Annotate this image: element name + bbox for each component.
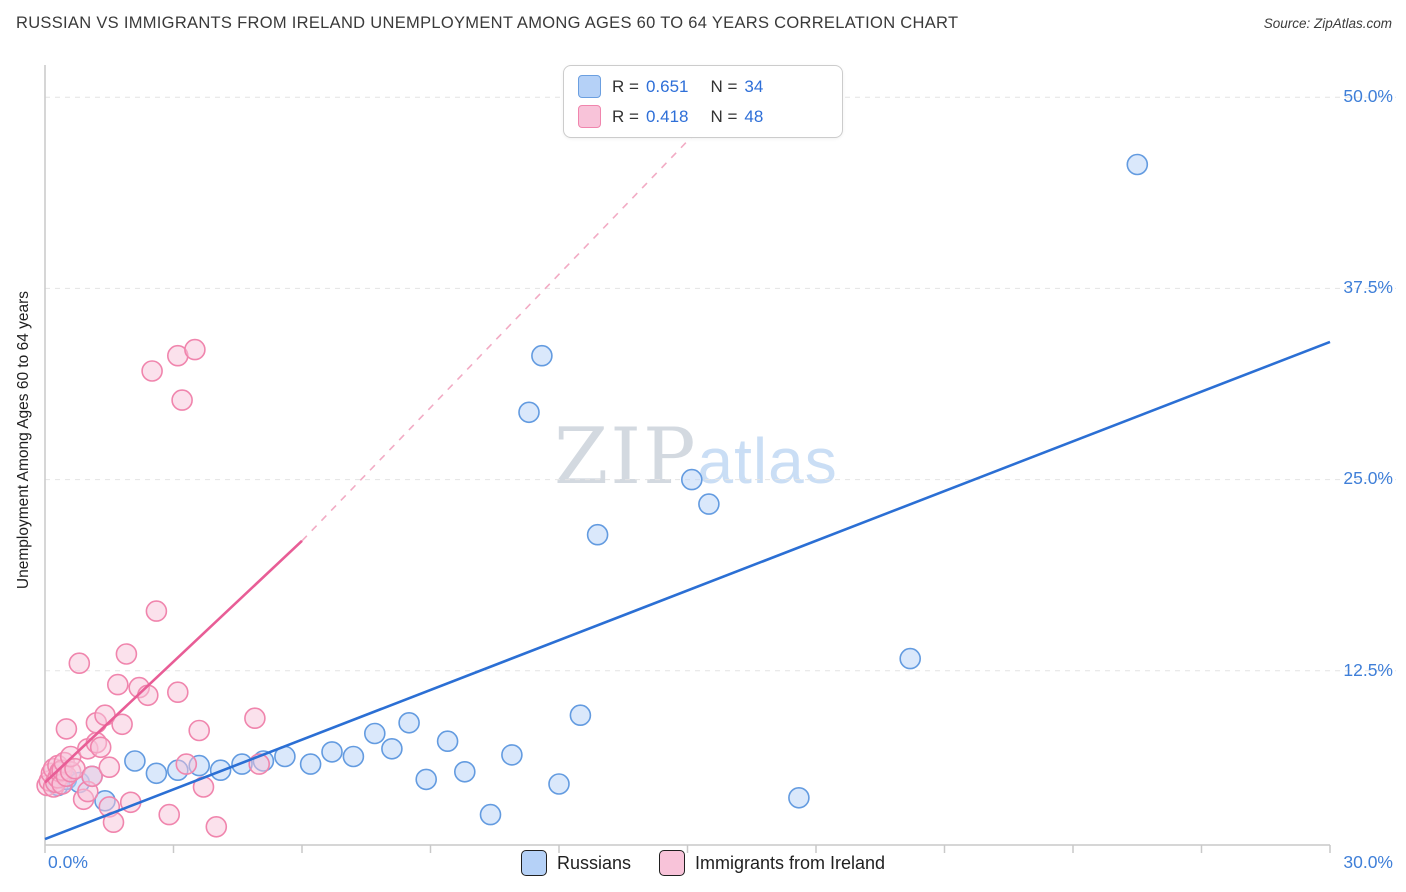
russians-swatch [578,75,601,98]
scatter-point-ireland [171,389,193,411]
legend-item-russians: Russians [520,850,631,876]
scatter-point-russians [586,523,609,546]
scatter-point-ireland [107,673,129,696]
y-tick-37-5: 37.5% [1343,277,1393,297]
scatter-point-ireland [55,718,78,740]
n-value-russians: 34 [744,76,764,96]
page-title: RUSSIAN VS IMMIGRANTS FROM IRELAND UNEMP… [16,14,959,32]
trend-line-ireland-ext [301,73,753,542]
scatter-point-russians [548,773,570,795]
scatter-point-ireland [137,684,159,707]
scatter-point-russians [415,768,438,791]
x-tick-min: 0.0% [48,852,88,872]
scatter-point-russians [531,344,553,367]
scatter-point-ireland [81,765,103,788]
scatter-point-ireland [175,753,198,775]
trend-line-russians [44,340,1331,841]
scatter-point-russians [788,786,810,809]
legend-row-russians: R = 0.651 N = 34 [578,75,828,98]
scatter-point-russians [124,750,146,772]
scatter-point-ireland [244,707,266,730]
scatter-point-russians [145,762,168,785]
scatter-point-ireland [184,338,206,361]
r-value-russians: 0.651 [645,76,689,96]
ireland-swatch [578,105,601,128]
scatter-point-ireland [145,600,168,622]
scatter-point-russians [518,401,540,424]
scatter-point-ireland [205,815,228,838]
scatter-point-russians [698,493,720,515]
watermark-zip: ZIP [554,412,698,502]
watermark-atlas: atlas [697,425,838,497]
scatter-point-russians [398,711,420,734]
scatter-point-russians [363,722,386,745]
scatter-point-russians [501,744,523,766]
scatter-point-ireland [111,713,133,736]
bottom-legend: Russians Immigrants from Ireland [0,850,1406,876]
scatter-point-russians [299,753,322,775]
scatter-point-russians [321,741,343,763]
russians-legend-swatch [520,850,547,876]
scatter-point-ireland [68,652,91,675]
scatter-point-russians [436,730,459,753]
legend-stats-russians: R = 0.651 N = 34 [612,76,764,96]
x-tick-max: 30.0% [1343,852,1393,872]
legend-box: R = 0.651 N = 34 R = 0.418 N = 48 [563,65,843,138]
scatter-point-russians [1126,153,1149,176]
y-tick-25: 25.0% [1343,468,1393,488]
scatter-point-russians [453,760,476,783]
scatter-point-russians [899,647,922,670]
scatter-point-russians [342,745,365,768]
legend-row-ireland: R = 0.418 N = 48 [578,105,828,128]
n-value-ireland: 48 [744,106,764,126]
scatter-point-russians [680,468,703,491]
scatter-point-ireland [167,681,189,704]
scatter-point-ireland [98,756,121,779]
y-tick-50: 50.0% [1343,86,1393,106]
watermark: ZIPatlas [554,412,838,502]
russians-legend-label: Russians [556,852,631,873]
scatter-point-ireland [141,360,163,382]
source-label: Source: ZipAtlas.com [1263,16,1392,31]
trend-line-ireland [44,539,303,784]
scatter-point-russians [381,737,403,760]
scatter-point-russians [569,704,592,727]
scatter-point-ireland [115,643,138,665]
r-value-ireland: 0.418 [645,106,689,126]
ireland-legend-swatch [658,850,685,876]
ireland-legend-label: Immigrants from Ireland [694,852,886,873]
legend-stats-ireland: R = 0.418 N = 48 [612,106,764,126]
scatter-point-russians [479,803,502,826]
scatter-point-ireland [158,803,180,826]
scatter-point-ireland [188,719,210,742]
y-tick-12-5: 12.5% [1343,660,1393,680]
legend-item-ireland: Immigrants from Ireland [658,850,886,876]
scatter-point-ireland [89,736,112,759]
